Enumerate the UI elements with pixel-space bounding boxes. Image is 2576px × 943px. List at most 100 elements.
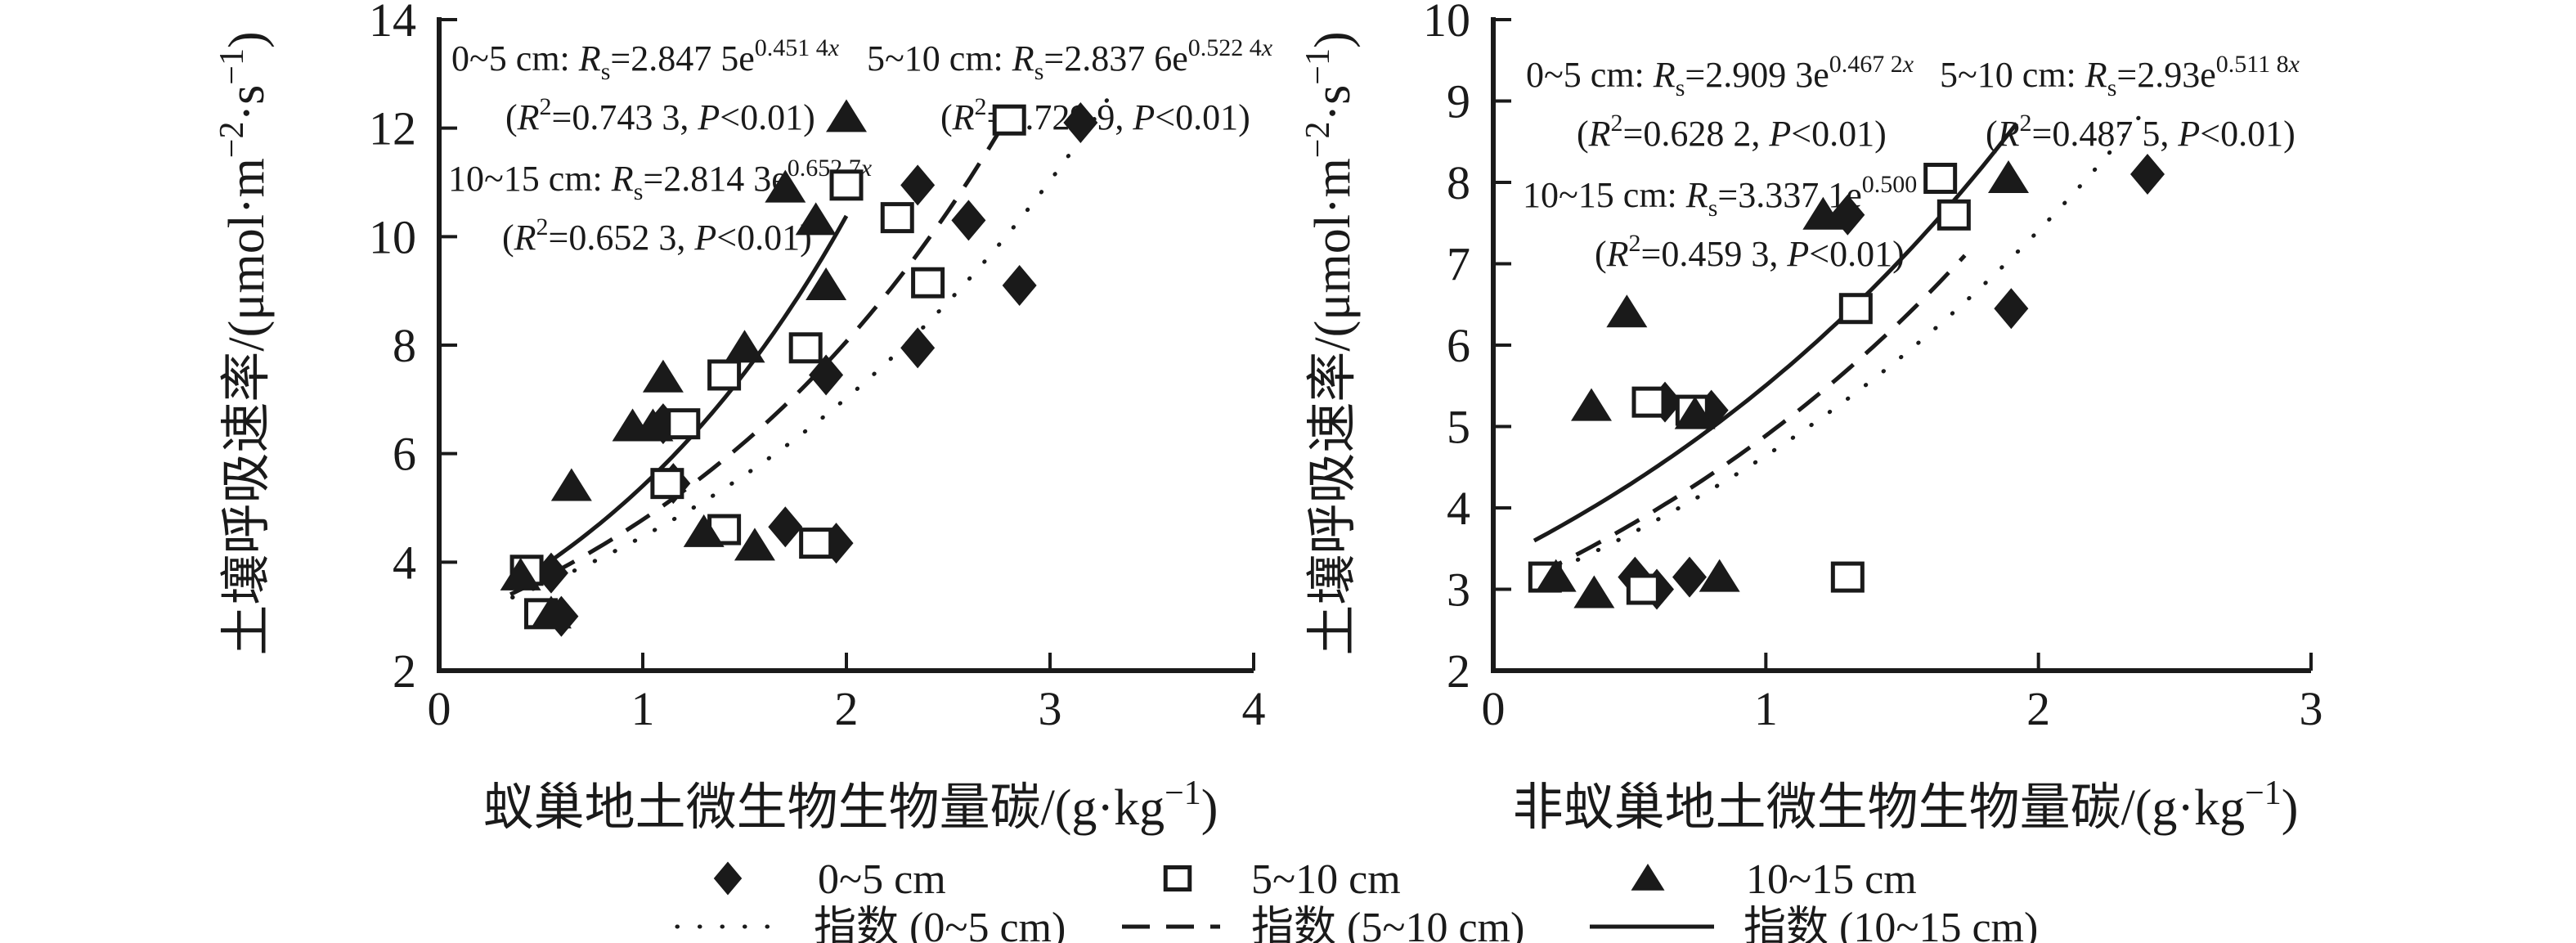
y-tick-label: 7 (1447, 238, 1470, 291)
legend-label: 5~10 cm (1251, 856, 1401, 903)
data-point-diamond (2130, 154, 2165, 195)
equation-text: 0~5 cm: Rs=2.847 5e0.451 4x (451, 34, 840, 85)
y-tick-label: 8 (1447, 156, 1470, 209)
data-point-triangle (826, 99, 867, 132)
equation-text: (R2=0.743 3, P<0.01) (505, 93, 815, 137)
series-square (1528, 163, 1971, 605)
y-tick-label: 6 (1447, 319, 1470, 372)
x-tick-label: 2 (2026, 682, 2050, 735)
data-point-triangle (1674, 396, 1716, 429)
data-point-square (650, 468, 684, 500)
x-tick-label: 3 (2300, 682, 2323, 735)
data-point-square (911, 267, 945, 299)
equation-text: (R2=0.459 3, P<0.01) (1595, 230, 1905, 274)
non-ant-nest-panel: 0 1 2 3 2 3 4 5 6 7 8 9 10 非蚁巢地土微生物生物量碳/(g·kg−1) 土壤呼吸速… (1299, 0, 2323, 836)
y-tick-label: 10 (1423, 0, 1470, 47)
data-point-diamond (768, 506, 803, 548)
x-tick-label: 1 (1754, 682, 1778, 735)
data-point-diamond (1672, 556, 1707, 598)
y-tick-label: 5 (1447, 401, 1470, 454)
x-tick-label: 2 (835, 682, 859, 735)
legend-label: 10~15 cm (1746, 856, 1917, 903)
x-tick-label: 4 (1242, 682, 1266, 735)
data-point-diamond (713, 861, 743, 896)
equation-text: 10~15 cm: Rs=3.337 1e0.500 6x (1523, 171, 1947, 222)
equation-text: 0~5 cm: Rs=2.909 3e0.467 2x (1526, 51, 1914, 101)
series-triangle (500, 99, 867, 629)
data-point-square (707, 359, 742, 391)
fit-curve-solid (507, 214, 849, 590)
data-point-triangle (734, 528, 775, 561)
y-tick-label: 4 (1447, 482, 1470, 535)
y-tick-label: 2 (393, 644, 416, 698)
y-tick-label: 9 (1447, 75, 1470, 128)
legend-label: 指数 (10~15 cm) (1744, 905, 2038, 943)
data-point-square (788, 332, 823, 364)
data-point-triangle (530, 595, 572, 629)
equation-text: (R2=0.628 2, P<0.01) (1577, 110, 1887, 154)
data-point-triangle (632, 408, 674, 442)
equation-text: (R2=0.729 9, P<0.01) (940, 93, 1250, 137)
scatter-panels: 0 1 2 3 42468101214蚁巢地土微生物生物量碳/(g·kg−1)土壤呼吸速… (213, 0, 2323, 836)
x-tick-label: 0 (428, 682, 451, 735)
data-point-triangle (1631, 863, 1665, 891)
data-point-square (1631, 386, 1666, 418)
data-point-triangle (1573, 575, 1615, 608)
data-point-triangle (765, 169, 806, 203)
data-point-triangle (1606, 294, 1648, 328)
data-point-square (1838, 293, 1873, 325)
data-point-square (880, 202, 914, 234)
y-axis-title: 土壤呼吸速率/(μmol·m−2·s−1) (213, 31, 275, 655)
data-point-diamond (951, 200, 986, 241)
series-diamond (1618, 154, 2165, 610)
fit-curve-dashed (509, 106, 1016, 596)
data-point-triangle (795, 202, 837, 236)
data-point-square (799, 528, 833, 559)
data-point-square (1626, 573, 1660, 605)
equation-text: (R2=0.487 5, P<0.01) (1986, 110, 2296, 154)
data-point-square (1936, 199, 1971, 231)
y-tick-label: 12 (369, 102, 416, 155)
equation-text: 5~10 cm: Rs=2.837 6e0.522 4x (867, 34, 1273, 85)
data-point-square (666, 408, 701, 440)
data-point-triangle (1535, 559, 1577, 592)
chart-legend: 0~5 cm 5~10 cm 10~15 cm 指数 (0~5 cm) 指数 (5~10… (675, 856, 2038, 943)
data-point-triangle (806, 267, 847, 301)
legend-label: 0~5 cm (818, 856, 946, 903)
data-point-diamond (1002, 265, 1037, 307)
equation-text: 10~15 cm: Rs=2.814 3e0.652 7x (448, 155, 873, 205)
equation-text: (R2=0.652 3, P<0.01) (502, 213, 812, 258)
ant-nest-panel: 0 1 2 3 42468101214蚁巢地土微生物生物量碳/(g·kg−1)土壤呼吸速… (213, 0, 1273, 836)
data-point-triangle (500, 557, 541, 590)
data-point-triangle (1699, 559, 1740, 592)
data-point-square (829, 169, 864, 201)
y-tick-label: 8 (393, 319, 416, 372)
data-point-diamond (1063, 102, 1098, 144)
y-tick-label: 3 (1447, 564, 1470, 617)
x-tick-label: 0 (1482, 682, 1506, 735)
data-point-diamond (900, 164, 936, 206)
y-axis-title: 土壤呼吸速率/(μmol·m−2·s−1) (1299, 31, 1361, 655)
fit-curve-dotted (1534, 111, 2144, 581)
data-point-triangle (683, 514, 725, 547)
data-point-triangle (642, 359, 684, 393)
y-tick-label: 14 (369, 0, 416, 47)
data-point-triangle (1988, 160, 2029, 194)
y-tick-label: 6 (393, 428, 416, 481)
data-point-square (1830, 561, 1865, 593)
x-tick-label: 1 (631, 682, 655, 735)
fit-curve-solid (1533, 122, 2018, 543)
data-point-square (992, 104, 1026, 136)
data-point-triangle (550, 468, 592, 501)
data-point-triangle (1802, 196, 1844, 230)
data-point-square (1923, 163, 1958, 195)
series-triangle (1535, 160, 2029, 608)
x-tick-label: 3 (1039, 682, 1062, 735)
legend-label: 指数 (5~10 cm) (1251, 905, 1524, 943)
legend-label: 指数 (0~5 cm) (814, 905, 1066, 943)
y-tick-label: 10 (369, 210, 416, 263)
x-axis-title: 非蚁巢地土微生物生物量碳/(g·kg−1) (1513, 775, 2299, 836)
y-tick-label: 2 (1447, 644, 1470, 698)
